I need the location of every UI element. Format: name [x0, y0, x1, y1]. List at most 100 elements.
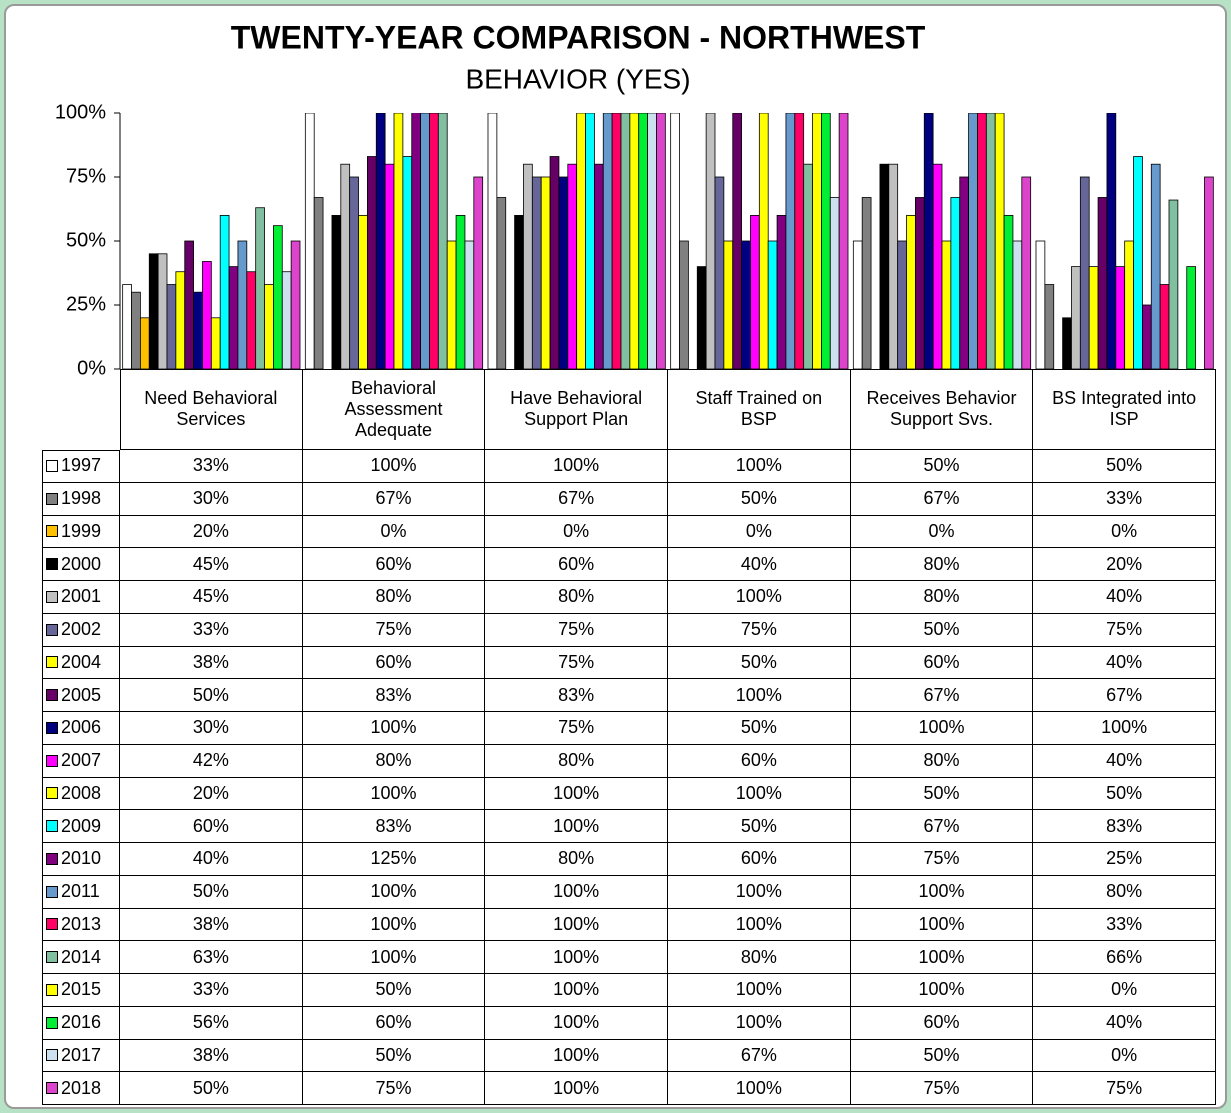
- table-value: 100%: [668, 679, 851, 712]
- legend-cell: 2000: [42, 548, 120, 581]
- bar: [531, 176, 542, 369]
- legend-label: 2001: [61, 586, 102, 607]
- table-value: 50%: [1033, 777, 1216, 811]
- bar: [420, 113, 430, 369]
- legend-cell: 2002: [42, 613, 120, 647]
- table-value: 100%: [668, 1072, 851, 1105]
- y-tick-label: 75%: [66, 165, 106, 187]
- legend-label: 2015: [61, 979, 102, 1000]
- table-value: 67%: [850, 810, 1034, 843]
- table-value: 20%: [120, 515, 303, 549]
- table-value: 50%: [850, 450, 1034, 483]
- table-value: 20%: [120, 777, 303, 811]
- table-value: 75%: [1033, 613, 1216, 647]
- bar: [246, 271, 257, 369]
- table-value: 80%: [485, 744, 668, 778]
- table-value: 75%: [668, 613, 851, 647]
- y-tick-label: 50%: [66, 229, 106, 251]
- bar: [166, 284, 177, 369]
- bar: [594, 163, 604, 369]
- table-value: 40%: [1033, 1006, 1216, 1040]
- table-frame: [42, 450, 120, 451]
- bar: [932, 163, 943, 369]
- bar: [647, 113, 657, 369]
- table-value: 100%: [850, 941, 1034, 974]
- table-value: 100%: [850, 875, 1034, 909]
- table-value: 0%: [1033, 974, 1216, 1007]
- legend-cell: 2007: [42, 744, 120, 778]
- bar: [1044, 284, 1055, 369]
- legend-cell: 2017: [42, 1039, 120, 1073]
- table-value: 0%: [850, 515, 1034, 549]
- legend-key: [46, 787, 58, 800]
- table-value: 33%: [1033, 908, 1216, 942]
- table-value: 45%: [120, 548, 303, 581]
- bar: [1012, 240, 1023, 369]
- bar: [402, 156, 413, 369]
- bar: [1021, 176, 1032, 369]
- bar: [620, 113, 631, 369]
- bar: [656, 113, 666, 369]
- bar: [776, 214, 787, 369]
- table-value: 63%: [120, 941, 303, 974]
- table-value: 50%: [120, 875, 303, 909]
- bar: [464, 240, 475, 369]
- bar: [750, 214, 760, 369]
- bar: [264, 284, 274, 369]
- bar: [950, 197, 961, 369]
- bar: [767, 240, 778, 369]
- bar: [732, 113, 742, 369]
- bar: [852, 240, 863, 369]
- bar: [131, 291, 141, 369]
- legend-label: 2013: [61, 913, 102, 934]
- bar: [1062, 317, 1072, 369]
- table-value: 100%: [668, 908, 851, 942]
- legend-cell: 2008: [42, 777, 120, 811]
- legend-label: 2005: [61, 684, 102, 705]
- bar: [567, 163, 578, 369]
- bar: [290, 240, 301, 369]
- category-header: Receives Behavior Support Svs.: [850, 369, 1034, 450]
- bar: [803, 163, 813, 369]
- table-value: 50%: [850, 1039, 1034, 1073]
- bar: [1124, 240, 1134, 369]
- category-header: BS Integrated into ISP: [1033, 369, 1216, 450]
- bar: [148, 253, 159, 369]
- table-value: 83%: [485, 679, 668, 712]
- table-value: 33%: [120, 613, 303, 647]
- bar: [1159, 284, 1170, 369]
- bar: [375, 113, 386, 369]
- bar: [273, 225, 283, 369]
- bar: [821, 113, 831, 369]
- bar: [714, 176, 725, 369]
- legend-label: 2004: [61, 651, 102, 672]
- bar: [228, 266, 239, 369]
- table-value: 100%: [485, 1072, 668, 1105]
- bar: [812, 113, 822, 369]
- bar: [496, 197, 507, 369]
- bar: [455, 214, 466, 369]
- table-value: 67%: [485, 482, 668, 516]
- table-value: 67%: [850, 679, 1034, 712]
- table-value: 50%: [302, 974, 486, 1007]
- legend-cell: 2004: [42, 646, 120, 680]
- table-value: 0%: [668, 515, 851, 549]
- bar: [487, 113, 498, 369]
- bar: [313, 197, 324, 369]
- bar: [923, 113, 934, 369]
- legend-key: [46, 656, 58, 669]
- table-value: 38%: [120, 1039, 303, 1073]
- legend-key: [46, 689, 58, 702]
- bar: [723, 240, 734, 369]
- bar: [879, 163, 890, 369]
- legend-cell: 1997: [42, 450, 120, 483]
- table-value: 100%: [668, 581, 851, 614]
- table-value: 80%: [302, 744, 486, 778]
- bar: [210, 317, 221, 369]
- table-value: 100%: [850, 908, 1034, 942]
- bar: [219, 214, 230, 369]
- bar: [393, 113, 404, 369]
- table-value: 67%: [850, 482, 1034, 516]
- table-value: 75%: [485, 613, 668, 647]
- table-value: 75%: [302, 613, 486, 647]
